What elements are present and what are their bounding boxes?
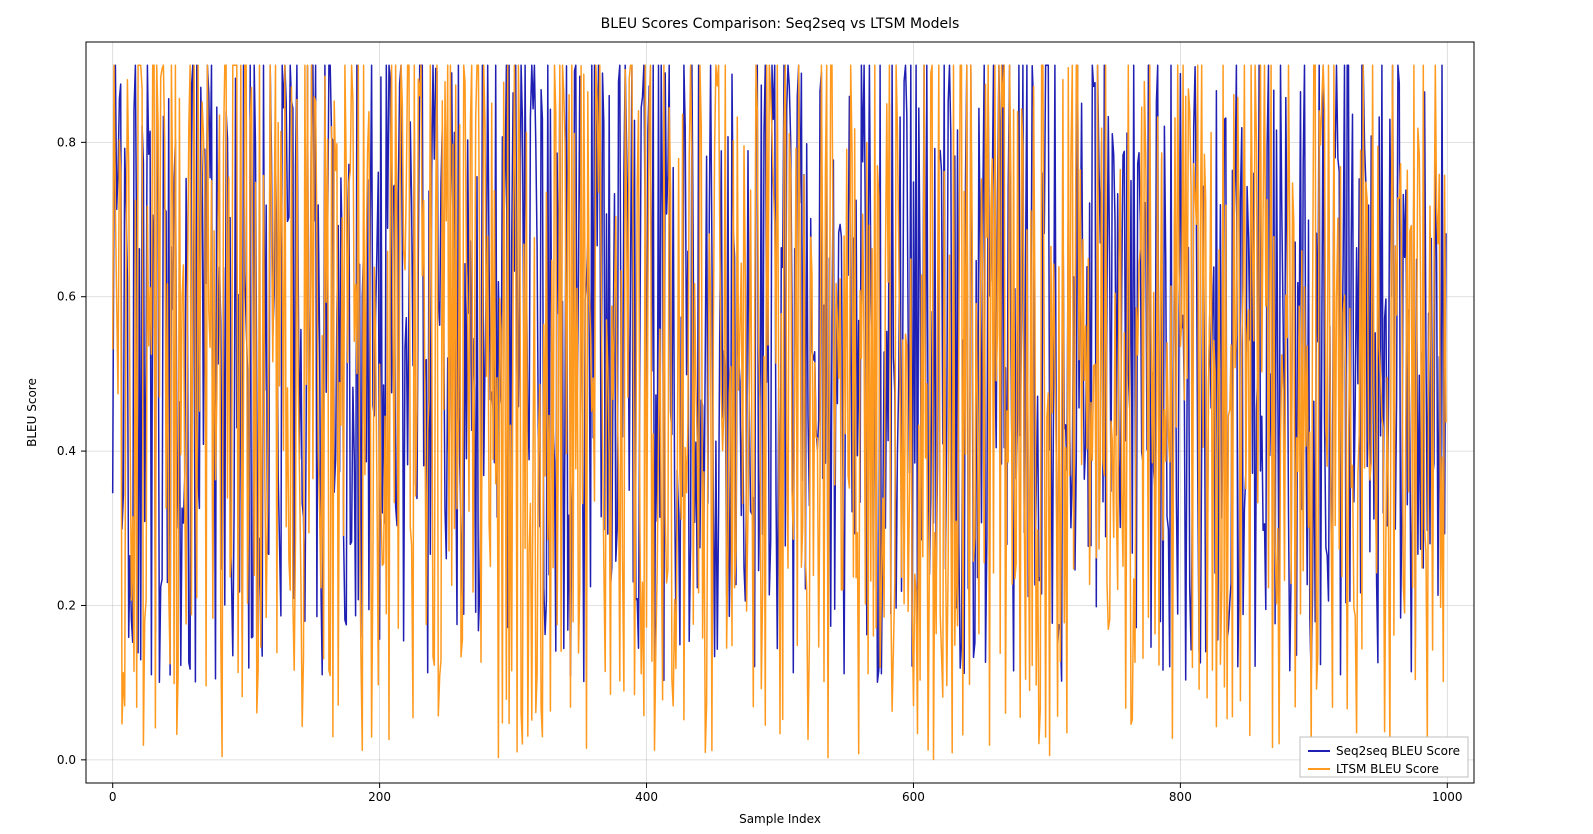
x-tick-label: 200 (368, 790, 391, 804)
legend-label: LTSM BLEU Score (1336, 762, 1439, 776)
y-tick-label: 0.4 (57, 444, 76, 458)
legend-label: Seq2seq BLEU Score (1336, 744, 1460, 758)
x-tick-label: 0 (109, 790, 117, 804)
y-tick-label: 0.6 (57, 290, 76, 304)
x-tick-label: 400 (635, 790, 658, 804)
legend: Seq2seq BLEU Score LTSM BLEU Score (1300, 737, 1468, 777)
bleu-comparison-chart: 0 200 400 600 800 1000 0.0 0.2 0.4 0.6 0.8 Sample I… (0, 0, 1593, 834)
y-axis-label: BLEU Score (25, 378, 39, 447)
x-axis-label: Sample Index (739, 812, 821, 826)
x-tick-label: 600 (902, 790, 925, 804)
x-tick-label: 800 (1169, 790, 1192, 804)
x-tick-label: 1000 (1432, 790, 1463, 804)
y-tick-label: 0.0 (57, 753, 76, 767)
y-tick-label: 0.2 (57, 598, 76, 612)
chart-svg: 0 200 400 600 800 1000 0.0 0.2 0.4 0.6 0.8 Sample I… (0, 0, 1593, 834)
chart-title: BLEU Scores Comparison: Seq2seq vs LTSM … (601, 16, 960, 32)
y-tick-label: 0.8 (57, 135, 76, 149)
